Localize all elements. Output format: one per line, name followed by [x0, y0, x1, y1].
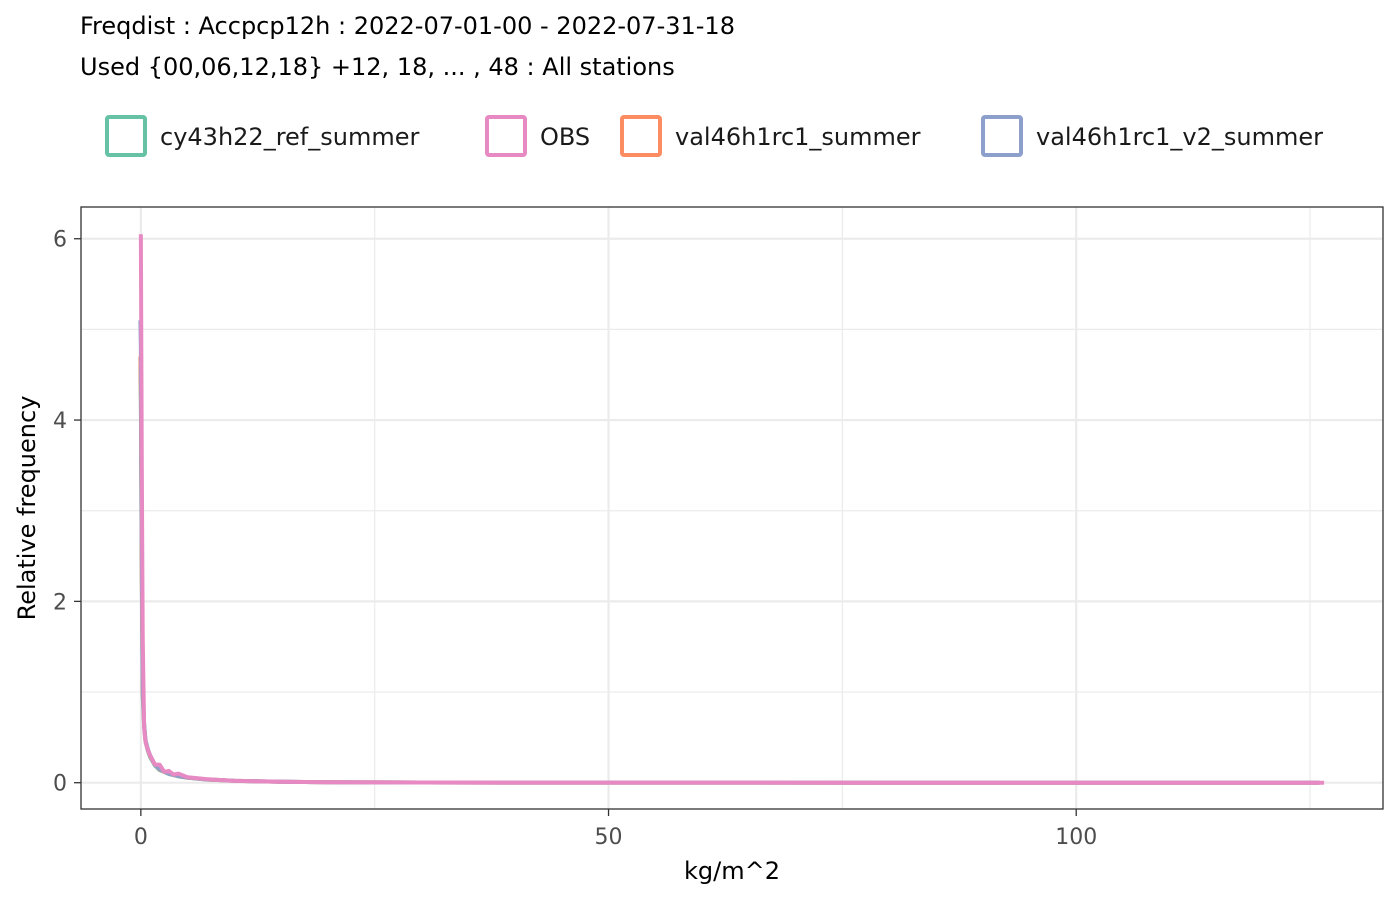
panel-border: [80, 206, 1384, 810]
y-tick-label: 6: [53, 228, 67, 253]
legend-item-OBS: OBS: [485, 115, 590, 157]
y-axis-title: Relative frequency: [13, 396, 41, 621]
legend-label: cy43h22_ref_summer: [160, 123, 419, 151]
x-axis: 0 50 100: [134, 809, 1097, 850]
y-axis: 0 2 4 6: [53, 228, 81, 797]
y-tick-label: 0: [53, 772, 67, 797]
legend-key: [485, 115, 527, 157]
legend-key: [105, 115, 147, 157]
legend-key: [981, 115, 1023, 157]
legend-item-cy43h22_ref_summer: cy43h22_ref_summer: [105, 115, 419, 157]
legend-item-val46h1rc1_summer: val46h1rc1_summer: [620, 115, 921, 157]
x-tick-label: 100: [1055, 825, 1097, 850]
chart-title: Freqdist : Accpcp12h : 2022-07-01-00 - 2…: [80, 12, 735, 40]
y-tick-label: 2: [53, 590, 67, 615]
plot-panel: [80, 206, 1384, 810]
panel-background: [81, 207, 1383, 809]
series-lines: [138, 234, 1325, 785]
legend-item-val46h1rc1_v2_summer: val46h1rc1_v2_summer: [981, 115, 1323, 157]
minor-gridlines: [81, 207, 1383, 809]
x-tick-label: 0: [134, 825, 148, 850]
chart-subtitle: Used {00,06,12,18} +12, 18, ... , 48 : A…: [80, 53, 675, 81]
legend-label: val46h1rc1_v2_summer: [1036, 123, 1323, 151]
series-line-OBS: [138, 234, 1325, 785]
legend-label: OBS: [540, 123, 590, 151]
y-tick-label: 4: [53, 409, 67, 434]
x-axis-title: kg/m^2: [684, 857, 780, 885]
legend: cy43h22_ref_summer OBS val46h1rc1_summer va…: [105, 115, 1323, 157]
legend-key: [620, 115, 662, 157]
x-tick-label: 50: [595, 825, 623, 850]
legend-label: val46h1rc1_summer: [675, 123, 921, 151]
